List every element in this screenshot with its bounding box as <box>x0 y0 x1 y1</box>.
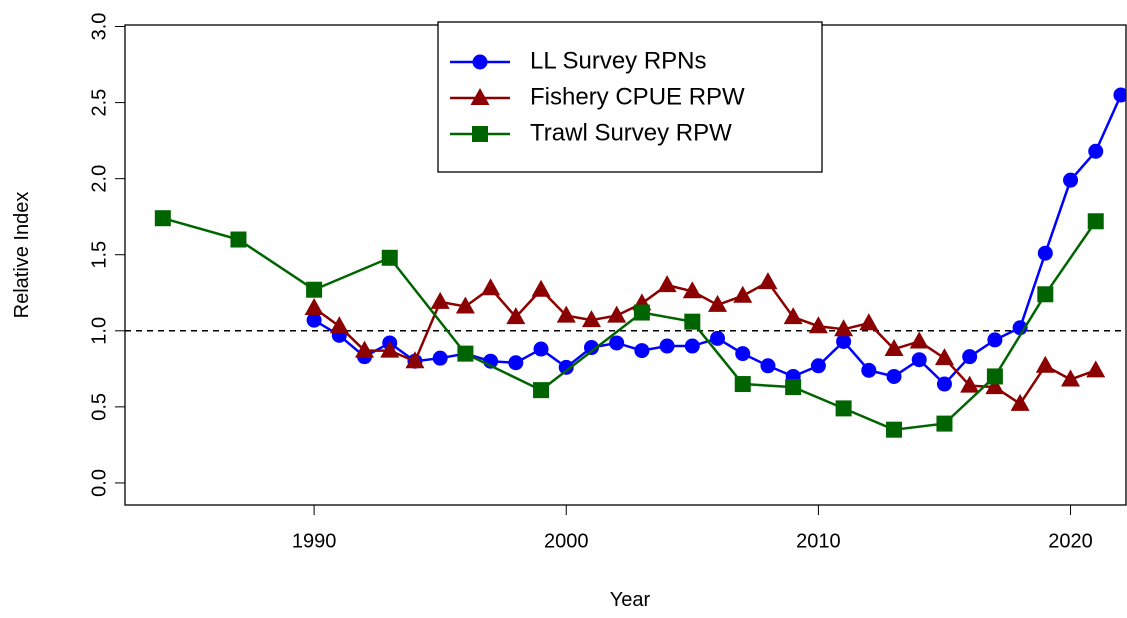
marker <box>609 335 625 351</box>
marker <box>556 305 576 323</box>
legend-label: Fishery CPUE RPW <box>530 83 745 110</box>
marker <box>1061 369 1081 387</box>
marker <box>1087 213 1104 230</box>
marker <box>432 350 448 366</box>
x-tick-label: 1990 <box>292 530 337 552</box>
marker <box>886 421 903 438</box>
marker <box>633 304 650 321</box>
marker <box>506 307 526 325</box>
legend-marker <box>472 126 488 142</box>
marker <box>405 351 425 369</box>
marker <box>911 352 927 368</box>
marker <box>936 415 953 432</box>
marker <box>607 305 627 323</box>
y-tick-label: 2.5 <box>88 89 110 117</box>
legend-marker <box>472 54 488 70</box>
marker <box>306 281 323 298</box>
marker <box>861 362 877 378</box>
marker <box>886 368 902 384</box>
marker <box>659 338 675 354</box>
marker <box>306 312 322 328</box>
marker <box>758 272 778 290</box>
legend-label: LL Survey RPNs <box>530 47 707 74</box>
marker <box>783 307 803 325</box>
marker <box>154 210 171 227</box>
marker <box>835 400 852 417</box>
marker <box>859 313 879 331</box>
marker <box>1035 355 1055 373</box>
x-tick-label: 2000 <box>544 530 589 552</box>
marker <box>962 349 978 365</box>
marker <box>834 319 854 337</box>
marker <box>481 278 501 296</box>
marker <box>684 338 700 354</box>
marker <box>985 377 1005 395</box>
marker <box>380 340 400 358</box>
marker <box>733 285 753 303</box>
marker <box>710 330 726 346</box>
y-tick-label: 2.0 <box>88 165 110 193</box>
marker <box>884 339 904 357</box>
marker <box>1088 143 1104 159</box>
marker <box>987 332 1003 348</box>
marker <box>1063 172 1079 188</box>
plot-area <box>125 87 1126 438</box>
x-axis-label: Year <box>610 589 651 611</box>
marker <box>909 331 929 349</box>
y-axis-label: Relative Index <box>11 192 33 319</box>
marker <box>634 343 650 359</box>
legend-marker <box>470 88 490 105</box>
marker <box>230 231 247 248</box>
marker <box>936 376 952 392</box>
marker <box>457 345 474 362</box>
marker <box>836 333 852 349</box>
marker <box>810 358 826 374</box>
marker <box>1010 393 1030 411</box>
series-line <box>162 217 1097 431</box>
marker <box>531 279 551 297</box>
marker <box>760 358 776 374</box>
marker <box>934 348 954 366</box>
marker <box>808 316 828 334</box>
marker <box>986 368 1003 385</box>
marker <box>1037 286 1054 303</box>
marker <box>329 316 349 334</box>
marker <box>1113 87 1126 103</box>
marker <box>558 359 574 375</box>
marker <box>381 249 398 266</box>
legend-label: Trawl Survey RPW <box>530 119 732 146</box>
marker <box>657 275 677 293</box>
marker <box>533 382 550 399</box>
marker <box>581 310 601 328</box>
y-tick-label: 1.5 <box>88 241 110 269</box>
y-tick-label: 1.0 <box>88 317 110 345</box>
marker <box>684 313 701 330</box>
x-tick-label: 2020 <box>1048 530 1093 552</box>
marker <box>734 376 751 393</box>
marker <box>455 296 475 314</box>
marker <box>708 294 728 312</box>
y-tick-label: 3.0 <box>88 13 110 41</box>
marker <box>304 297 324 315</box>
marker <box>355 340 375 358</box>
marker <box>785 379 802 396</box>
marker <box>1086 360 1106 378</box>
marker <box>682 281 702 299</box>
marker <box>533 341 549 357</box>
y-tick-label: 0.5 <box>88 393 110 421</box>
x-tick-label: 2010 <box>796 530 841 552</box>
marker <box>508 355 524 371</box>
marker <box>583 340 599 356</box>
y-tick-label: 0.0 <box>88 469 110 497</box>
marker <box>960 375 980 393</box>
marker <box>735 346 751 362</box>
marker <box>430 291 450 309</box>
marker <box>1037 245 1053 261</box>
